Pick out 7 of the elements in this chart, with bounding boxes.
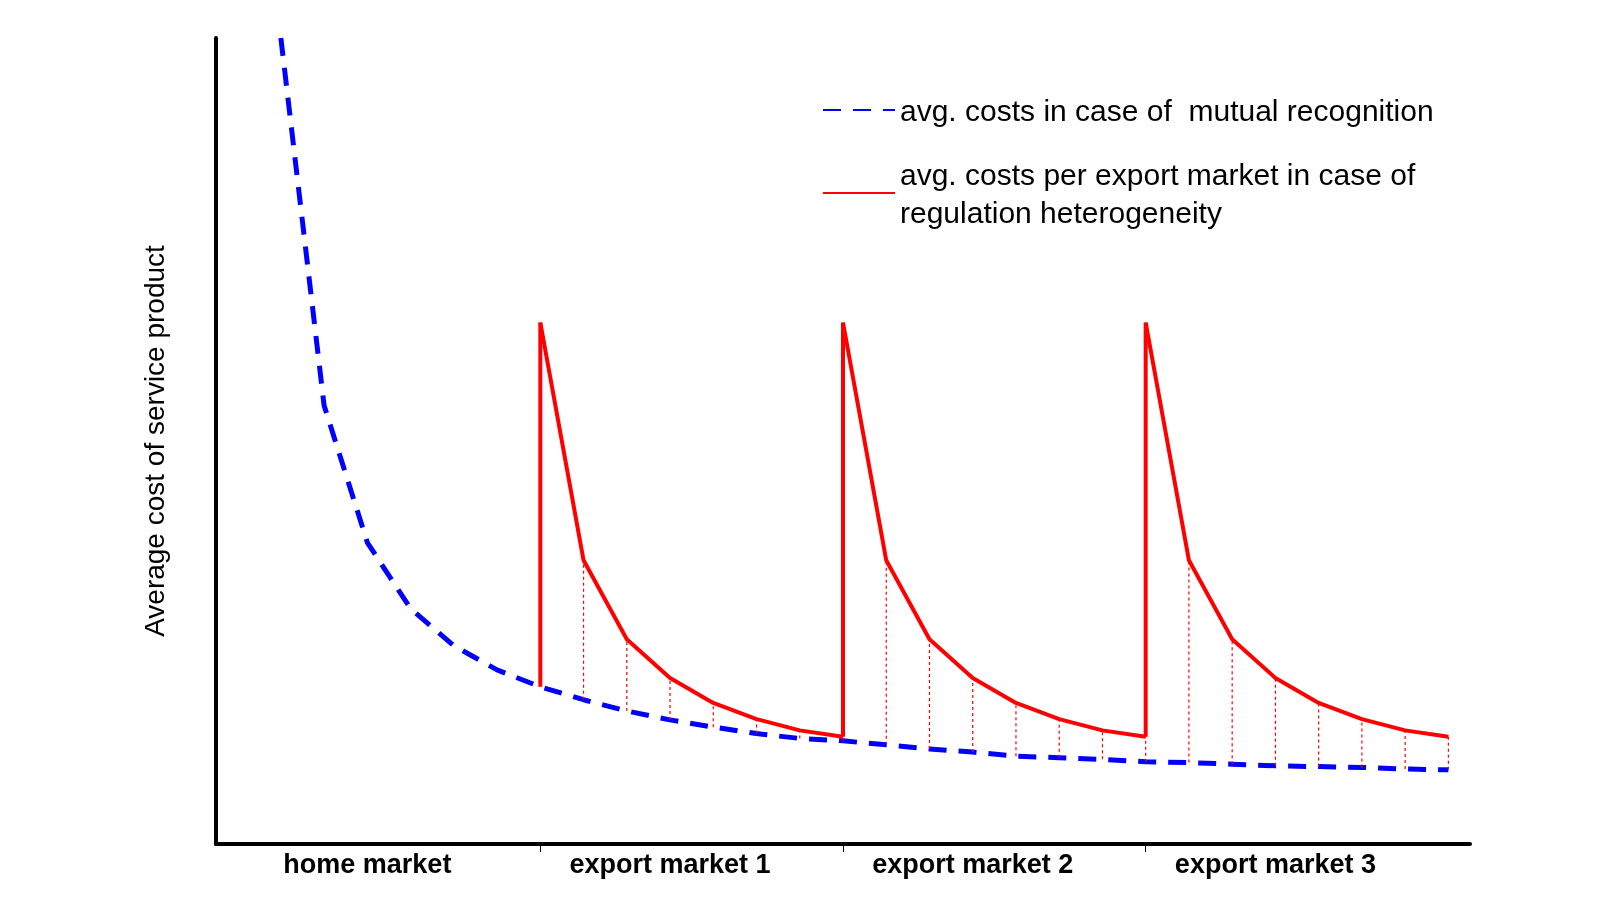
x-tick-label: export market 1 xyxy=(569,848,771,879)
y-axis-title: Average cost of service product xyxy=(138,244,170,637)
legend-label: avg. costs per export market in case of regulation heterogeneity xyxy=(900,157,1424,229)
legend-label: avg. costs in case of mutual recognition xyxy=(900,93,1434,127)
x-tick-label: export market 3 xyxy=(1174,848,1376,879)
x-tick-label: home market xyxy=(283,848,452,879)
x-tick-label: export market 2 xyxy=(872,848,1074,879)
